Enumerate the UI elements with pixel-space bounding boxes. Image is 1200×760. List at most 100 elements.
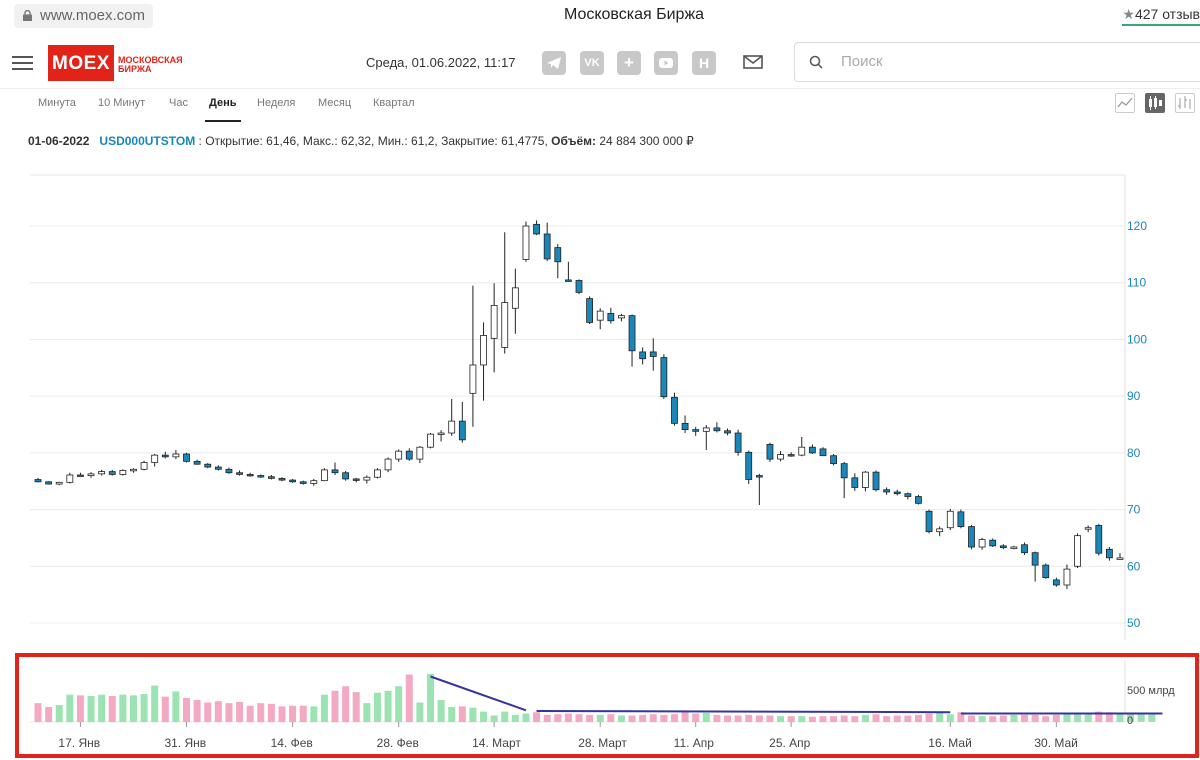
candle <box>660 354 668 399</box>
volume-bar <box>373 692 381 722</box>
candle <box>55 481 63 486</box>
tab-week[interactable]: Неделя <box>257 97 296 109</box>
volume-bar <box>1010 714 1018 722</box>
mail-icon[interactable] <box>743 55 763 69</box>
search-box[interactable] <box>794 42 1200 82</box>
candle-body <box>130 468 137 472</box>
candle <box>798 436 806 457</box>
y-tick-label: 110 <box>1127 276 1146 290</box>
tab-day[interactable]: День <box>209 97 237 109</box>
candle <box>840 461 848 499</box>
candle <box>946 509 954 530</box>
candle <box>915 494 922 505</box>
volume-bar <box>119 694 127 722</box>
candle <box>289 478 296 483</box>
candle-body <box>236 472 243 475</box>
candle-body <box>119 470 127 475</box>
volume-bar <box>967 715 975 722</box>
candle <box>745 450 753 485</box>
candle <box>819 447 827 457</box>
volume-bar <box>999 715 1007 722</box>
url-text: www.moex.com <box>40 7 146 24</box>
volume-bar <box>586 714 594 722</box>
active-tab-indicator <box>205 120 241 122</box>
plus-icon[interactable]: + <box>617 51 641 75</box>
volume-bar <box>1052 714 1060 722</box>
candle <box>692 426 700 436</box>
candle <box>257 474 265 478</box>
volume-bar <box>607 714 615 722</box>
volume-bar <box>384 690 392 722</box>
volume-bar <box>1095 711 1103 722</box>
candle <box>395 449 403 462</box>
candle <box>957 509 965 529</box>
volume-bar <box>872 714 880 722</box>
y-tick-label: 60 <box>1127 559 1141 573</box>
tab-10-minutes[interactable]: 10 Минут <box>98 97 146 109</box>
candle-body <box>607 312 615 322</box>
candle <box>968 524 975 550</box>
candle <box>490 283 498 373</box>
volume-bar <box>628 715 636 722</box>
volume-bar <box>480 711 488 722</box>
candle <box>575 279 583 295</box>
y-tick-label: 70 <box>1127 503 1141 517</box>
candle <box>893 489 901 496</box>
search-input[interactable] <box>839 52 1143 71</box>
volume-bar <box>830 716 838 722</box>
candle-body <box>416 446 424 460</box>
volume-bars <box>30 660 1156 723</box>
x-tick-label: 25. Апр <box>769 736 811 750</box>
menu-icon[interactable] <box>12 56 33 70</box>
volume-bar <box>289 705 297 722</box>
x-tick-label: 31. Янв <box>165 736 207 750</box>
tab-minute[interactable]: Минута <box>38 97 76 109</box>
candle-body <box>745 451 753 480</box>
y-tick-label: 80 <box>1127 446 1141 460</box>
candle <box>1021 542 1028 555</box>
tab-month[interactable]: Месяц <box>318 97 352 109</box>
candle <box>352 477 360 483</box>
vk-icon[interactable]: VK <box>580 51 604 75</box>
x-tick-label: 17. Янв <box>58 736 100 750</box>
bar-chart-icon[interactable] <box>1175 93 1195 113</box>
y-tick-label: 120 <box>1127 219 1147 233</box>
volume-bar <box>140 694 148 722</box>
volume-bar <box>989 716 997 722</box>
current-datetime: Среда, 01.06.2022, 11:17 <box>366 55 516 70</box>
candle-body <box>342 472 350 480</box>
reviews-link[interactable]: ★427 отзыв <box>1122 6 1200 26</box>
x-tick-label: 28. Март <box>578 736 627 750</box>
telegram-icon[interactable] <box>542 51 566 75</box>
candle <box>904 492 912 500</box>
youtube-icon[interactable] <box>654 51 678 75</box>
candle-body <box>352 478 360 481</box>
volume-bar <box>808 716 816 722</box>
tab-hour[interactable]: Час <box>169 97 188 109</box>
candle-body <box>257 475 265 478</box>
candle <box>342 471 350 481</box>
volume-bar <box>458 706 466 722</box>
candle-body <box>395 450 403 460</box>
volume-bar <box>310 706 318 722</box>
candle <box>427 433 434 449</box>
volume-bar <box>745 714 753 722</box>
address-bar[interactable]: www.moex.com <box>14 4 154 28</box>
site-header: MOEX МОСКОВСКАЯ БИРЖА Среда, 01.06.2022,… <box>0 36 1200 90</box>
volume-trend-line <box>536 709 951 714</box>
tab-quarter[interactable]: Квартал <box>373 97 415 109</box>
candle-body <box>808 446 816 454</box>
volume-bar <box>1105 712 1113 722</box>
candle-chart-icon[interactable] <box>1145 93 1165 113</box>
chart-grid <box>30 174 1126 640</box>
star-icon: ★ <box>1122 6 1135 22</box>
moex-logo[interactable]: MOEX МОСКОВСКАЯ БИРЖА <box>48 45 188 81</box>
ticker-symbol[interactable]: USD000UTSTOM <box>99 134 196 148</box>
news-icon[interactable]: H <box>692 51 716 75</box>
candle-body <box>87 473 95 476</box>
volume-bar <box>299 705 307 722</box>
volume-bar <box>936 712 944 722</box>
candle <box>1031 551 1039 582</box>
candle-body <box>458 420 466 441</box>
line-chart-icon[interactable] <box>1115 93 1135 113</box>
